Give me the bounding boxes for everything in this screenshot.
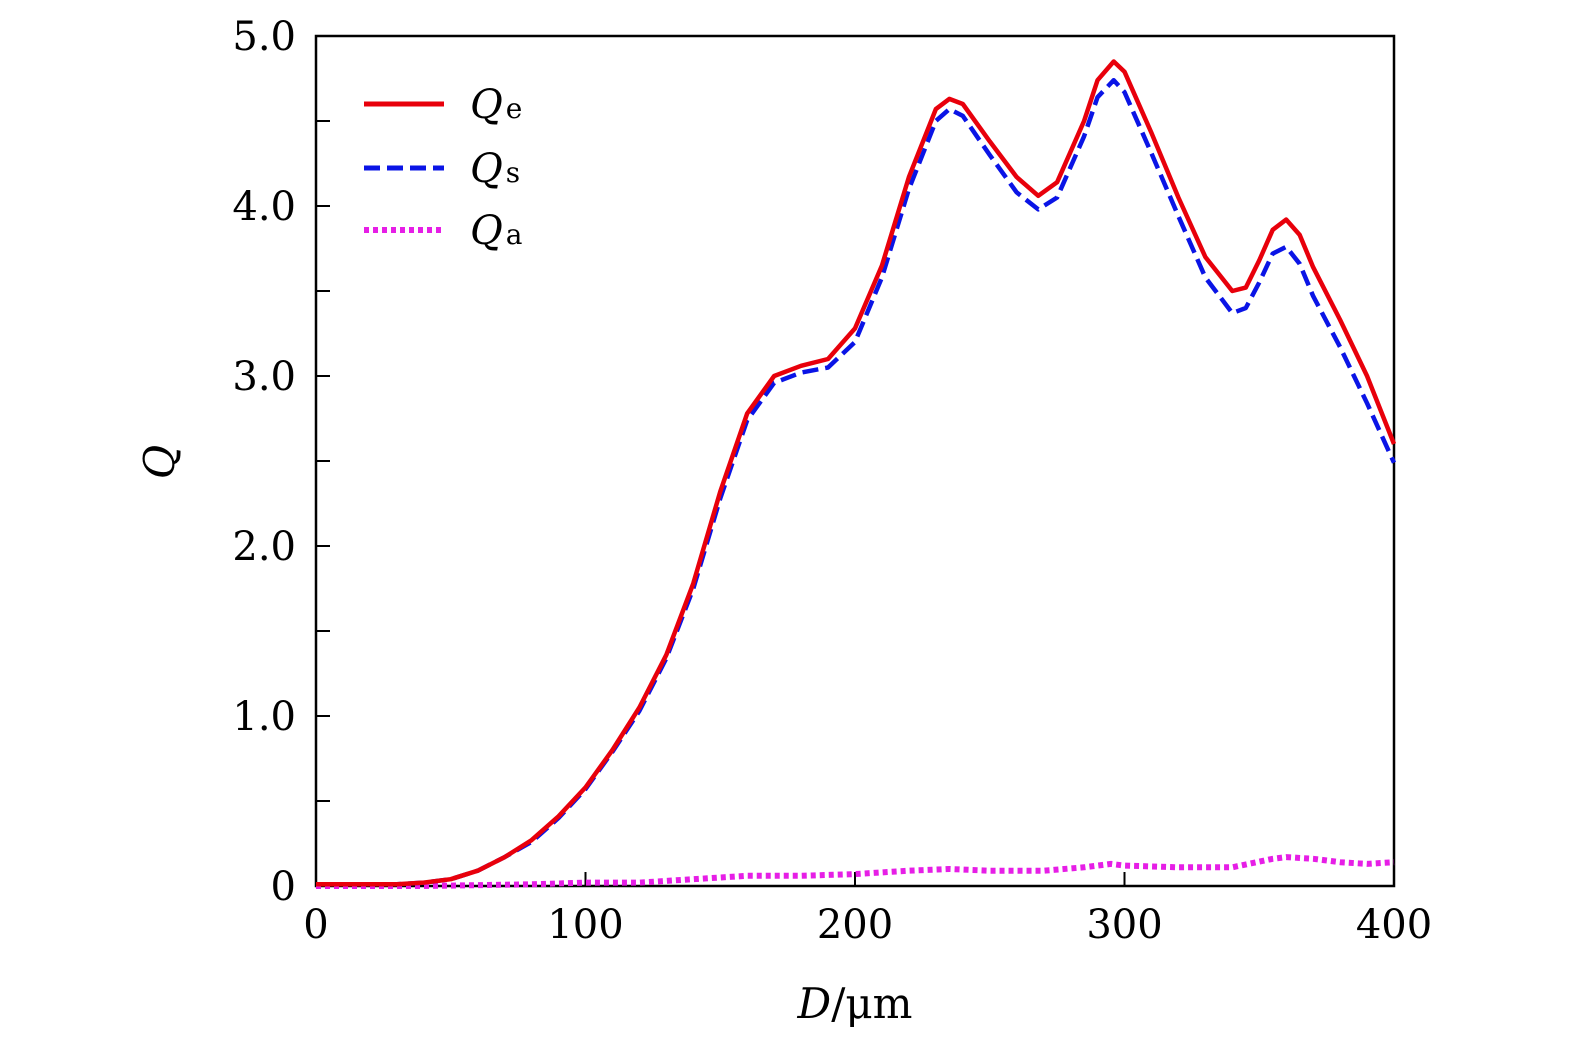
series-line-e <box>316 59 1397 887</box>
series-layer <box>316 59 1397 889</box>
x-axis-title: D/μm <box>797 979 913 1028</box>
x-axis-title-symbol: D <box>797 979 832 1028</box>
y-tick-label: 1.0 <box>232 694 296 740</box>
y-tick-label: 0 <box>271 864 296 910</box>
x-tick-label: 0 <box>303 902 328 948</box>
y-tick-label: 4.0 <box>232 184 296 230</box>
x-axis-title-unit: /μm <box>831 979 912 1028</box>
series-line-a <box>316 854 1395 889</box>
y-tick-label: 2.0 <box>232 524 296 570</box>
x-tick-label: 100 <box>547 902 623 948</box>
x-tick-label: 200 <box>817 902 893 948</box>
x-tick-label: 300 <box>1086 902 1162 948</box>
plot-area <box>314 34 1396 888</box>
y-axis-title: Q <box>135 445 184 479</box>
y-tick-label: 5.0 <box>232 14 296 60</box>
y-axis-ticks: 0 1.0 2.0 3.0 4.0 5.0 <box>232 14 330 910</box>
y-tick-label: 3.0 <box>232 354 296 400</box>
x-axis-ticks: 0 100 200 300 400 <box>303 872 1432 948</box>
x-tick-label: 400 <box>1356 902 1432 948</box>
